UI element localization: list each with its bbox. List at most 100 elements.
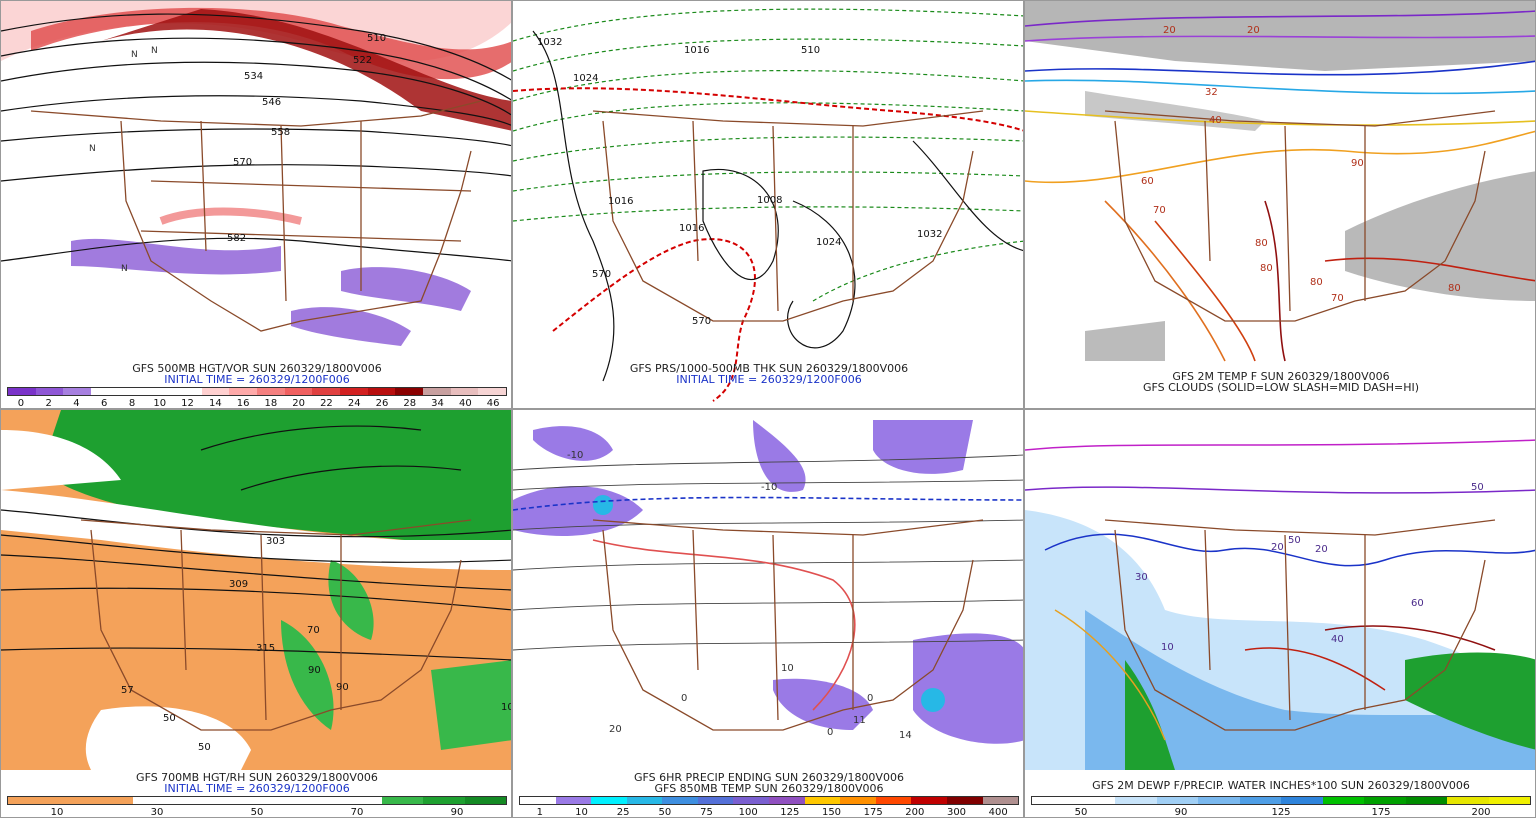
panel-4-initial-time: INITIAL TIME = 260329/1200F006 xyxy=(164,782,350,795)
contour-label: -10 xyxy=(567,450,583,461)
colorbar-swatch xyxy=(8,797,50,804)
contour-label: 57 xyxy=(121,685,134,696)
contour-label: 0 xyxy=(867,693,873,704)
contour-label: 1032 xyxy=(537,37,562,48)
colorbar-swatch xyxy=(464,797,506,804)
colorbar-swatch xyxy=(49,797,91,804)
contour-label: 50 xyxy=(163,713,176,724)
contour-label: 20 xyxy=(609,724,622,735)
contour-label: 1024 xyxy=(816,237,841,248)
contour-label: 570 xyxy=(233,157,252,168)
colorbar-tick-label: 200 xyxy=(905,807,925,818)
contour-label: -10 xyxy=(761,482,777,493)
panel-4-caption: GFS 700MB HGT/RH SUN 260329/1800V006 xyxy=(136,771,378,784)
colorbar-tick-label: 50 xyxy=(250,807,264,818)
colorbar-swatch xyxy=(146,388,175,395)
panel-2m-temp-clouds: 20 20 32 40 60 70 80 80 80 90 70 80 GFS 2M TEMP F S… xyxy=(1024,0,1536,409)
panel-700mb-rh: 303 309 315 50 50 57 70 90 90 10 GFS 700MB HGT/RH… xyxy=(0,409,512,818)
colorbar-tick-label: 25 xyxy=(616,807,630,818)
contour-label: 1016 xyxy=(679,223,704,234)
panel-5-colorbar xyxy=(519,796,1019,805)
contour-label: 60 xyxy=(1411,598,1424,609)
colorbar-tick-label: 175 xyxy=(1371,807,1391,818)
contour-label: 14 xyxy=(899,730,912,741)
colorbar-tick-label: 50 xyxy=(658,807,672,818)
colorbar-swatch xyxy=(1198,797,1240,804)
colorbar-tick-label: 75 xyxy=(700,807,713,818)
contour-label: 570 xyxy=(692,316,711,327)
contour-label: 1016 xyxy=(684,45,709,56)
colorbar-swatch xyxy=(423,797,465,804)
colorbar-tick-label: 8 xyxy=(128,398,136,409)
contour-label: 558 xyxy=(271,127,290,138)
panel-6-colorbar xyxy=(1031,796,1531,805)
colorbar-swatch xyxy=(118,388,147,395)
colorbar-swatch xyxy=(733,797,770,804)
panel-6hr-precip-850mb-temp: -10 -10 0 0 0 10 20 11 14 GFS 6HR PRECIP ENDING … xyxy=(512,409,1024,818)
contour-label: 90 xyxy=(336,682,349,693)
colorbar-tick-label: 6 xyxy=(101,398,108,409)
panel-6-colorbar-ticks: 50 90 125 175 200 xyxy=(1031,807,1531,818)
colorbar-swatch xyxy=(174,388,202,395)
colorbar-swatch xyxy=(63,388,92,395)
contour-label: 70 xyxy=(1331,293,1344,304)
colorbar-swatch xyxy=(8,388,36,395)
colorbar-swatch xyxy=(840,797,876,804)
contour-label: 20 xyxy=(1247,25,1260,36)
colorbar-swatch xyxy=(367,388,396,395)
colorbar-tick-label: 90 xyxy=(1174,807,1188,818)
contour-label: 90 xyxy=(308,665,321,676)
panel-6-caption: GFS 2M DEWP F/PRECIP. WATER INCHES*100 S… xyxy=(1092,779,1470,792)
colorbar-swatch xyxy=(1322,797,1364,804)
contour-label: 570 xyxy=(592,269,611,280)
colorbar-swatch xyxy=(478,388,507,395)
colorbar-tick-label: 70 xyxy=(350,807,364,818)
panel-3-clouds-legend: GFS CLOUDS (SOLID=LOW SLASH=MID DASH=HI) xyxy=(1142,381,1420,394)
colorbar-swatch xyxy=(1364,797,1406,804)
colorbar-tick-label: 26 xyxy=(375,398,389,409)
colorbar-swatch xyxy=(520,797,556,804)
colorbar-tick-label: 125 xyxy=(1271,807,1291,818)
colorbar-tick-label: 1 xyxy=(536,807,544,818)
contour-label: 20 xyxy=(1315,544,1328,555)
colorbar-swatch xyxy=(769,797,805,804)
contour-label: 510 xyxy=(367,33,386,44)
colorbar-tick-label: 10 xyxy=(50,807,64,818)
map-precip-850mb: -10 -10 0 0 0 10 20 11 14 xyxy=(513,420,1023,744)
colorbar-swatch xyxy=(662,797,698,804)
colorbar-swatch xyxy=(875,797,912,804)
colorbar-tick-label: 2 xyxy=(45,398,52,409)
colorbar-tick-label: 22 xyxy=(320,398,333,409)
colorbar-swatch xyxy=(257,797,299,804)
colorbar-swatch xyxy=(697,797,734,804)
colorbar-tick-label: 24 xyxy=(347,398,361,409)
colorbar-swatch xyxy=(626,797,663,804)
panel-2-caption: GFS PRS/1000-500MB THK SUN 260329/1800V0… xyxy=(629,362,909,375)
contour-label: 40 xyxy=(1209,115,1222,126)
panel-2m-dewpoint-pwat: 30 40 50 50 10 20 20 60 GFS 2M DEWP F/PRECIP. W… xyxy=(1024,409,1536,818)
panel-5-colorbar-ticks: 1 10 25 50 75 100 125 150 175 200 300 400 xyxy=(519,807,1019,818)
colorbar-swatch xyxy=(340,797,382,804)
colorbar-swatch xyxy=(911,797,947,804)
colorbar-tick-label: 90 xyxy=(450,807,464,818)
panel-3-caption: GFS 2M TEMP F SUN 260329/1800V006 xyxy=(1172,370,1390,383)
colorbar-tick-label: 18 xyxy=(264,398,278,409)
colorbar-swatch xyxy=(1447,797,1489,804)
contour-label: 80 xyxy=(1260,263,1273,274)
contour-label: N xyxy=(151,46,158,56)
contour-label: 50 xyxy=(1288,535,1301,546)
colorbar-swatch xyxy=(450,388,479,395)
colorbar-swatch xyxy=(174,797,216,804)
contour-label: 309 xyxy=(229,579,248,590)
colorbar-tick-label: 10 xyxy=(153,398,167,409)
contour-label: 70 xyxy=(307,625,320,636)
colorbar-swatch xyxy=(1073,797,1115,804)
contour-label: 40 xyxy=(1331,634,1344,645)
colorbar-tick-label: 10 xyxy=(575,807,588,818)
colorbar-swatch xyxy=(132,797,174,804)
colorbar-swatch xyxy=(1032,797,1074,804)
colorbar-swatch xyxy=(804,797,841,804)
contour-label: 80 xyxy=(1310,277,1323,288)
contour-label: 11 xyxy=(853,715,866,726)
colorbar-tick-label: 0 xyxy=(17,398,25,409)
